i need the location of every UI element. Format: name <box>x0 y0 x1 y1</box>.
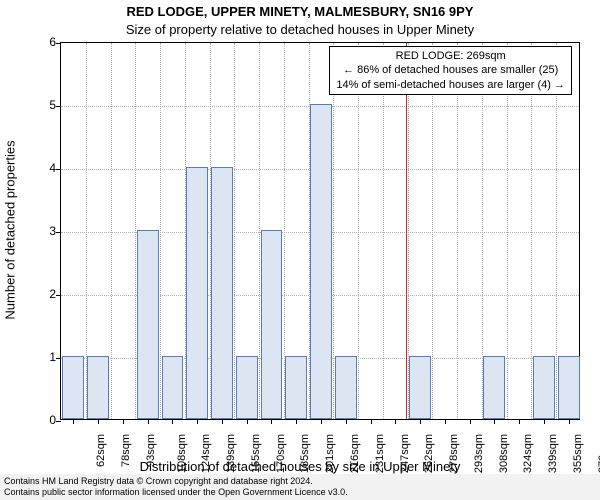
histogram-bar <box>211 167 233 419</box>
annotation-line-2: ← 86% of detached houses are smaller (25… <box>336 63 565 77</box>
x-tick-label: 355sqm <box>572 434 584 473</box>
footer-line-1: Contains HM Land Registry data © Crown c… <box>4 476 596 487</box>
histogram-bar <box>310 104 332 419</box>
x-tick-label: 201sqm <box>324 434 336 473</box>
x-tick-label: 324sqm <box>522 434 534 473</box>
x-tick-label: 278sqm <box>448 434 460 473</box>
grid-line-v <box>432 43 433 419</box>
x-tick <box>123 419 124 424</box>
chart-title-sub: Size of property relative to detached ho… <box>0 22 600 37</box>
x-tick <box>494 419 495 424</box>
histogram-bar <box>558 356 580 419</box>
annotation-line-1: RED LODGE: 269sqm <box>336 49 565 63</box>
x-tick <box>73 419 74 424</box>
x-tick-label: 293sqm <box>473 434 485 473</box>
x-tick-label: 108sqm <box>176 434 188 473</box>
grid-line-v <box>358 43 359 419</box>
x-tick <box>247 419 248 424</box>
y-tick-label: 6 <box>49 35 56 49</box>
footer-line-2: Contains public sector information licen… <box>4 487 596 498</box>
x-tick <box>197 419 198 424</box>
x-tick <box>321 419 322 424</box>
x-tick-label: 78sqm <box>120 434 132 467</box>
plot-area <box>60 42 580 420</box>
x-tick <box>395 419 396 424</box>
y-tick-label: 1 <box>49 350 56 364</box>
x-tick <box>470 419 471 424</box>
x-tick-label: 231sqm <box>374 434 386 473</box>
grid-line-v <box>383 43 384 419</box>
x-tick-label: 216sqm <box>349 434 361 473</box>
grid-line-v <box>457 43 458 419</box>
x-tick <box>222 419 223 424</box>
histogram-bar <box>137 230 159 419</box>
x-tick-label: 155sqm <box>250 434 262 473</box>
x-tick <box>519 419 520 424</box>
histogram-bar <box>533 356 555 419</box>
histogram-bar <box>87 356 109 419</box>
x-tick-label: 170sqm <box>275 434 287 473</box>
annotation-box: RED LODGE: 269sqm← 86% of detached house… <box>329 46 572 95</box>
footer-attribution: Contains HM Land Registry data © Crown c… <box>0 474 600 500</box>
x-tick-label: 124sqm <box>201 434 213 473</box>
y-tick <box>56 295 61 296</box>
x-tick-label: 339sqm <box>547 434 559 473</box>
histogram-bar <box>62 356 84 419</box>
y-tick-label: 5 <box>49 98 56 112</box>
histogram-bar <box>483 356 505 419</box>
x-tick <box>371 419 372 424</box>
y-axis-label: Number of detached properties <box>3 140 18 319</box>
x-tick <box>271 419 272 424</box>
x-tick <box>445 419 446 424</box>
y-tick <box>56 43 61 44</box>
histogram-bar <box>409 356 431 419</box>
x-tick-label: 185sqm <box>300 434 312 473</box>
x-tick <box>148 419 149 424</box>
x-tick-label: 247sqm <box>399 434 411 473</box>
histogram-bar <box>162 356 184 419</box>
x-tick-label: 62sqm <box>95 434 107 467</box>
x-tick <box>420 419 421 424</box>
y-tick-label: 3 <box>49 224 56 238</box>
chart-title-main: RED LODGE, UPPER MINETY, MALMESBURY, SN1… <box>0 4 600 19</box>
histogram-bar <box>236 356 258 419</box>
y-tick-label: 0 <box>49 413 56 427</box>
x-tick <box>296 419 297 424</box>
x-tick <box>569 419 570 424</box>
histogram-bar <box>186 167 208 419</box>
y-tick <box>56 106 61 107</box>
x-tick-label: 308sqm <box>498 434 510 473</box>
x-tick <box>98 419 99 424</box>
histogram-bar <box>285 356 307 419</box>
y-tick <box>56 169 61 170</box>
annotation-line-3: 14% of semi-detached houses are larger (… <box>336 78 565 92</box>
y-tick-label: 2 <box>49 287 56 301</box>
x-tick-label: 139sqm <box>225 434 237 473</box>
y-tick-label: 4 <box>49 161 56 175</box>
histogram-bar <box>261 230 283 419</box>
grid-line-v <box>111 43 112 419</box>
x-tick-label: 93sqm <box>145 434 157 467</box>
property-marker-line <box>406 43 407 419</box>
y-tick <box>56 358 61 359</box>
x-tick <box>346 419 347 424</box>
x-tick-label: 262sqm <box>423 434 435 473</box>
x-tick <box>544 419 545 424</box>
y-tick <box>56 232 61 233</box>
grid-line-v <box>507 43 508 419</box>
histogram-bar <box>335 356 357 419</box>
y-tick <box>56 421 61 422</box>
x-tick <box>172 419 173 424</box>
